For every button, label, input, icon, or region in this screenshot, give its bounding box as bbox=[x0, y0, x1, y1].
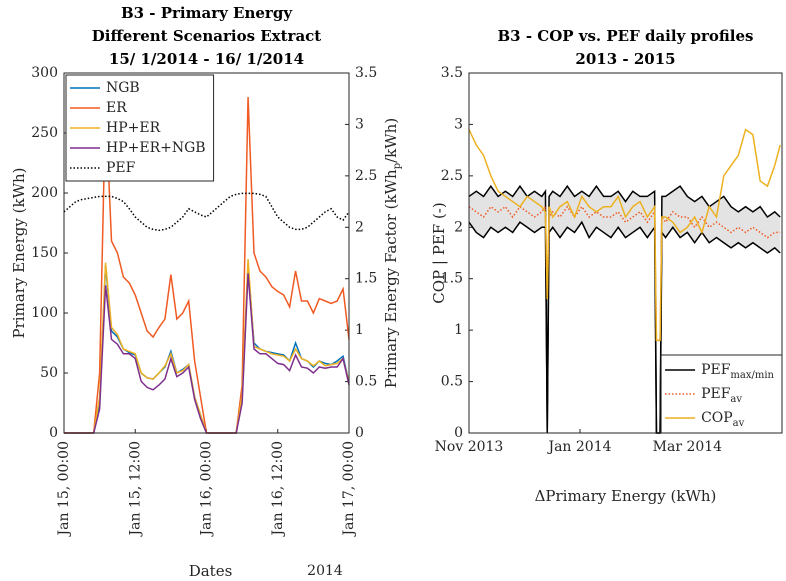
legend-name: NGB bbox=[106, 80, 140, 96]
y-tick-label: 0.5 bbox=[441, 374, 463, 390]
legend-sub: av bbox=[730, 394, 742, 405]
y2-tick-label: 1.5 bbox=[355, 271, 377, 287]
legend-sub: max/min bbox=[730, 370, 774, 381]
y-tick-label: 2.5 bbox=[441, 168, 463, 184]
legend-name: PEF bbox=[701, 386, 731, 402]
y-tick-label: 3 bbox=[454, 116, 463, 132]
legend-label: HP+ER bbox=[106, 120, 161, 136]
y-tick-label: 3.5 bbox=[441, 65, 463, 81]
legend-label: COPav bbox=[701, 410, 745, 429]
legend-name: PEF bbox=[701, 362, 731, 378]
legend: NGB ER HP+ER HP+ER+NGB PEF bbox=[65, 74, 215, 182]
y-axis-label: COP | PEF (-) bbox=[430, 202, 448, 303]
legend-item: NGB bbox=[70, 80, 140, 96]
y2-tick-label: 1 bbox=[355, 322, 364, 338]
y2-axis-label: Primary Energy Factor (kWhp/kWh) bbox=[382, 118, 403, 388]
series-line bbox=[468, 220, 781, 434]
plot-frame bbox=[468, 72, 783, 434]
x-tick-label: Nov 2013 bbox=[435, 439, 504, 455]
y-tick-label: 100 bbox=[31, 305, 58, 321]
legend-sub: av bbox=[733, 418, 745, 429]
label-part: /kWh) bbox=[382, 118, 400, 163]
legend-name: ER bbox=[106, 100, 127, 116]
chart-title: 15/ 1/2014 - 16/ 1/2014 bbox=[109, 50, 304, 68]
legend-label: NGB bbox=[106, 80, 140, 96]
series-line bbox=[64, 273, 350, 434]
x-tick-label: Jan 17, 00:00 bbox=[341, 441, 357, 538]
y-tick-label: 2 bbox=[454, 219, 463, 235]
legend-name: PEF bbox=[106, 160, 136, 176]
legend-item: COPav bbox=[665, 410, 745, 429]
label-part: p bbox=[392, 163, 403, 169]
legend-item: PEF bbox=[70, 160, 136, 176]
y-tick-label: 300 bbox=[31, 65, 58, 81]
y-tick-label: 50 bbox=[40, 365, 58, 381]
y-tick-label: 200 bbox=[31, 185, 58, 201]
y-tick-label: 0 bbox=[454, 425, 463, 441]
plot-frame bbox=[63, 72, 350, 434]
legend-item: HP+ER+NGB bbox=[70, 140, 206, 156]
chart-title: B3 - Primary Energy bbox=[121, 4, 293, 22]
y2-tick-label: 0.5 bbox=[355, 374, 377, 390]
y-tick-label: 1 bbox=[454, 322, 463, 338]
legend-label: PEFmax/min bbox=[701, 362, 774, 381]
series-line bbox=[63, 192, 350, 232]
legend-item: PEFmax/min bbox=[665, 362, 775, 381]
x-tick-label: Jan 15, 12:00 bbox=[127, 441, 143, 538]
legend-label: ER bbox=[106, 100, 127, 116]
y2-tick-label: 3.5 bbox=[355, 65, 377, 81]
y-tick-label: 0 bbox=[49, 425, 58, 441]
y-tick-label: 250 bbox=[31, 125, 58, 141]
legend-box bbox=[660, 354, 783, 434]
x-tick-label: Jan 15, 00:00 bbox=[56, 441, 72, 538]
legend-label: HP+ER+NGB bbox=[106, 140, 206, 156]
y2-tick-label: 0 bbox=[355, 425, 364, 441]
y2-tick-label: 2.5 bbox=[355, 168, 377, 184]
chart: B3 - COP vs. PEF daily profiles 2013 - 20… bbox=[430, 27, 783, 505]
chart-title: B3 - COP vs. PEF daily profiles bbox=[497, 27, 753, 45]
y2-tick-label: 2 bbox=[355, 219, 364, 235]
legend-name: HP+ER bbox=[106, 120, 161, 136]
x-tick-label: Jan 2014 bbox=[546, 439, 611, 455]
x-tick-label: Jan 16, 00:00 bbox=[199, 441, 215, 538]
x-axis-label: Dates bbox=[189, 562, 233, 580]
y2-tick-label: 3 bbox=[355, 116, 364, 132]
legend-item: PEFav bbox=[665, 386, 742, 405]
y-tick-label: 1.5 bbox=[441, 271, 463, 287]
y-tick-label: 150 bbox=[31, 245, 58, 261]
x-tick-label: Jan 16, 12:00 bbox=[270, 441, 286, 538]
legend-name: COP bbox=[701, 410, 733, 426]
series-line bbox=[468, 128, 781, 342]
chart-title: Different Scenarios Extract bbox=[92, 27, 322, 45]
legend-name: HP+ER+NGB bbox=[106, 140, 206, 156]
legend-label: PEFav bbox=[701, 386, 742, 405]
legend-item: ER bbox=[70, 100, 127, 116]
chart: B3 - Primary Energy Different Scenarios E… bbox=[10, 4, 403, 580]
x-tick-label: Mar 2014 bbox=[653, 439, 723, 455]
x-secondary-label: 2014 bbox=[307, 563, 343, 579]
y-axis-label: Primary Energy (kWh) bbox=[10, 167, 28, 338]
legend-label: PEF bbox=[106, 160, 136, 176]
legend-item: HP+ER bbox=[70, 120, 161, 136]
label-part: Primary Energy Factor (kWh bbox=[382, 169, 400, 388]
x-axis-label: ΔPrimary Energy (kWh) bbox=[535, 487, 717, 505]
chart-title: 2013 - 2015 bbox=[575, 50, 675, 68]
